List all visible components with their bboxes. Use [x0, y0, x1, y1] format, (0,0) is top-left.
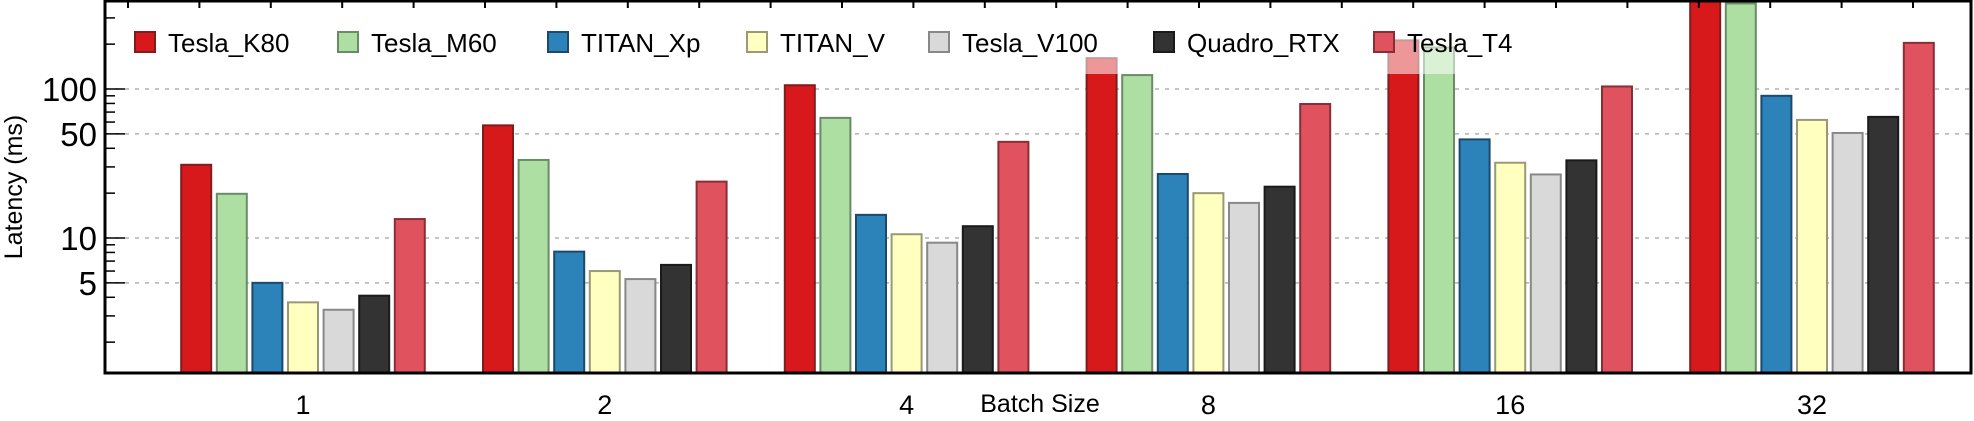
bar-tesla-t4-batch-8	[1299, 103, 1332, 373]
bar-titan-v-batch-4	[890, 233, 923, 373]
bar-tesla-m60-batch-2	[517, 158, 550, 373]
bar-titan-xp-batch-16	[1458, 138, 1491, 373]
bar-tesla-v100-batch-4	[926, 241, 959, 373]
x-tick-label: 32	[1797, 390, 1827, 420]
axes	[103, 0, 1973, 375]
bar-titan-v-batch-16	[1494, 161, 1527, 373]
x-tick-label: 8	[1201, 390, 1216, 420]
bar-tesla-v100-batch-8	[1228, 201, 1260, 373]
bar-tesla-v100-batch-16	[1529, 173, 1562, 373]
bar-titan-xp-batch-2	[553, 250, 586, 373]
bar-tesla-k80-batch-16	[1387, 39, 1420, 373]
bar-titan-xp-batch-4	[855, 213, 887, 373]
bar-tesla-m60-batch-8	[1121, 74, 1154, 373]
bar-tesla-m60-batch-16	[1423, 46, 1455, 373]
bar-tesla-t4-batch-4	[997, 140, 1030, 373]
bar-titan-xp-batch-32	[1760, 94, 1793, 373]
bar-tesla-v100-batch-1	[322, 308, 355, 373]
bar-titan-v-batch-1	[287, 301, 319, 373]
bar-titan-xp-batch-1	[251, 281, 284, 373]
legend-swatch-quadro-rtx	[1153, 31, 1175, 53]
y-tick-label: 50	[60, 116, 97, 153]
legend-label-titan-v: TITAN_V	[780, 28, 886, 58]
legend-swatch-titan-xp	[547, 31, 569, 53]
bar-tesla-t4-batch-32	[1902, 41, 1935, 373]
legend-swatch-tesla-v100	[928, 31, 950, 53]
x-tick-label: 2	[597, 390, 612, 420]
bar-tesla-k80-batch-32	[1689, 1, 1722, 373]
bar-tesla-k80-batch-2	[482, 124, 514, 373]
bar-titan-v-batch-8	[1192, 192, 1225, 373]
bar-tesla-k80-batch-8	[1085, 57, 1118, 373]
bars	[180, 1, 1935, 373]
bar-tesla-k80-batch-4	[783, 84, 816, 373]
bar-tesla-t4-batch-2	[695, 180, 728, 373]
legend-label-titan-xp: TITAN_Xp	[581, 28, 700, 58]
y-axis-title: Latency (ms)	[0, 115, 28, 259]
x-tick-label: 1	[295, 390, 310, 420]
legend-label-tesla-t4: Tesla_T4	[1407, 28, 1513, 58]
y-tick-label: 10	[60, 220, 97, 257]
legend-label-tesla-k80: Tesla_K80	[168, 28, 289, 58]
bar-quadro-rtx-batch-2	[660, 263, 692, 373]
x-tick-label: 4	[899, 390, 914, 420]
bar-quadro-rtx-batch-32	[1867, 115, 1900, 373]
bar-quadro-rtx-batch-8	[1263, 185, 1296, 373]
x-tick-label: 16	[1495, 390, 1525, 420]
bar-quadro-rtx-batch-16	[1565, 159, 1598, 373]
bar-titan-v-batch-32	[1796, 118, 1828, 373]
bar-tesla-m60-batch-4	[819, 116, 852, 373]
bar-tesla-v100-batch-2	[624, 278, 657, 373]
bar-quadro-rtx-batch-4	[961, 225, 994, 373]
legend-swatch-titan-v	[746, 31, 768, 53]
bar-quadro-rtx-batch-1	[358, 294, 391, 373]
x-axis-title: Batch Size	[980, 390, 1100, 418]
legend-swatch-tesla-m60	[337, 31, 359, 53]
legend-swatch-tesla-t4	[1373, 31, 1395, 53]
bar-tesla-k80-batch-1	[180, 163, 213, 373]
legend-label-tesla-v100: Tesla_V100	[962, 28, 1098, 58]
legend-label-tesla-m60: Tesla_M60	[371, 28, 497, 58]
x-axis-ticks: 1 2 4 8 16 32	[127, 1, 1914, 420]
plot-frame	[103, 0, 1973, 375]
bar-tesla-m60-batch-32	[1724, 2, 1757, 373]
bar-tesla-t4-batch-1	[393, 218, 426, 373]
legend-label-quadro-rtx: Quadro_RTX	[1187, 28, 1340, 58]
bar-titan-v-batch-2	[588, 270, 621, 373]
y-tick-label: 100	[42, 71, 97, 108]
bar-tesla-v100-batch-32	[1831, 131, 1864, 373]
legend-swatch-tesla-k80	[134, 31, 156, 53]
legend: Tesla_K80 Tesla_M60 TITAN_Xp TITAN_V Tesla_V…	[125, 22, 1525, 74]
y-axis-ticks: 5 10 50 100	[42, 17, 125, 343]
bar-titan-xp-batch-8	[1156, 172, 1189, 373]
bar-tesla-m60-batch-1	[215, 192, 248, 373]
bar-tesla-t4-batch-16	[1601, 85, 1633, 373]
y-tick-label: 5	[79, 265, 97, 302]
